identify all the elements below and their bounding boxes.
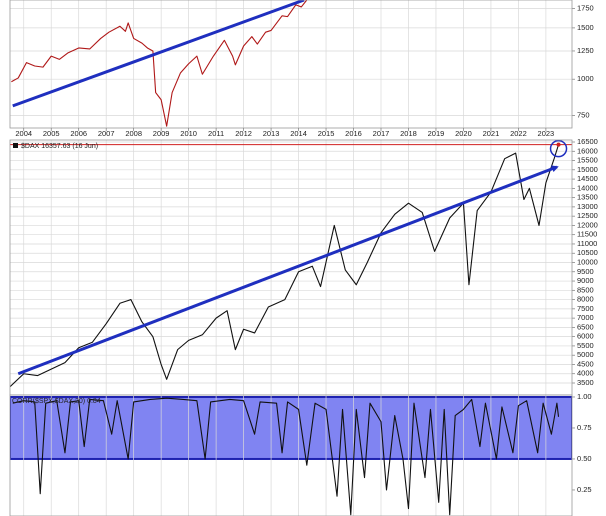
legend-swatch [13,143,18,148]
panel [10,0,572,128]
x-tick-label: 2005 [43,129,60,138]
y-tick-label: 8500 [577,285,594,294]
y-tick-label: 14000 [577,183,598,192]
y-tick-label: 12500 [577,211,598,220]
y-tick-label: 15000 [577,165,598,174]
y-tick-label: 0.25 [577,485,592,494]
panel [10,395,572,516]
last-point [556,142,561,147]
y-tick-label: 13500 [577,193,598,202]
y-tick-label: 3500 [577,378,594,387]
y-tick-label: 1750 [577,3,594,12]
panel [10,140,572,395]
y-tick-label: 10000 [577,257,598,266]
panel-background [10,0,572,128]
x-tick-label: 2007 [98,129,115,138]
panel-frame [9,0,573,129]
y-tick-label: 11500 [577,230,597,239]
x-tick-label: 2008 [125,129,142,138]
y-tick-label: 750 [577,111,590,120]
y-tick-label: 7500 [577,304,594,313]
trendline [17,165,559,376]
y-tick-label: 4500 [577,359,594,368]
x-tick-label: 2011 [208,129,224,138]
x-tick-label: 2020 [455,129,472,138]
y-tick-label: 13000 [577,202,598,211]
x-tick-label: 2012 [235,129,252,138]
y-tick-label: 1000 [577,74,594,83]
x-tick-label: 2010 [180,129,197,138]
x-tick-label: 2013 [263,129,280,138]
y-tick-label: 6500 [577,322,594,331]
y-tick-label: 10500 [577,248,598,257]
y-tick-label: 4000 [577,369,594,378]
y-tick-label: 1250 [577,46,594,55]
y-tick-label: 0.75 [577,423,592,432]
panel-frame [9,394,573,516]
panel-label: $DAX 16357.63 (16 Jun) [21,143,98,150]
y-tick-label: 16000 [577,146,598,155]
x-tick-label: 2017 [373,129,390,138]
x-tick-label: 2019 [428,129,445,138]
y-tick-label: 5500 [577,341,594,350]
y-tick-label: 9500 [577,267,594,276]
x-tick-label: 2021 [483,129,500,138]
x-tick-label: 2004 [15,129,32,138]
highlight-circle [549,139,568,158]
y-tick-label: 15500 [577,156,598,165]
x-tick-label: 2009 [153,129,170,138]
y-tick-label: 12000 [577,220,598,229]
price-line [12,397,560,516]
x-tick-label: 2016 [345,129,362,138]
y-tick-label: 7000 [577,313,594,322]
band [10,395,572,460]
y-tick-label: 5000 [577,350,594,359]
panel-label: CORR($SPX,$DAX,20) 0.84 [12,398,101,405]
x-tick-label: 2022 [510,129,527,138]
y-tick-label: 0.50 [577,454,592,463]
y-tick-label: 8000 [577,295,594,304]
x-tick-label: 2023 [538,129,555,138]
price-line [11,0,308,127]
y-tick-label: 1500 [577,23,594,32]
x-tick-label: 2015 [318,129,335,138]
y-tick-label: 1.00 [577,392,592,401]
x-tick-label: 2014 [290,129,307,138]
y-tick-label: 16500 [577,137,598,146]
x-tick-label: 2006 [70,129,87,138]
y-tick-label: 11000 [577,239,597,248]
y-tick-label: 9000 [577,276,594,285]
y-tick-label: 14500 [577,174,598,183]
trendline [12,0,305,108]
y-tick-label: 6000 [577,332,594,341]
x-tick-label: 2018 [400,129,417,138]
